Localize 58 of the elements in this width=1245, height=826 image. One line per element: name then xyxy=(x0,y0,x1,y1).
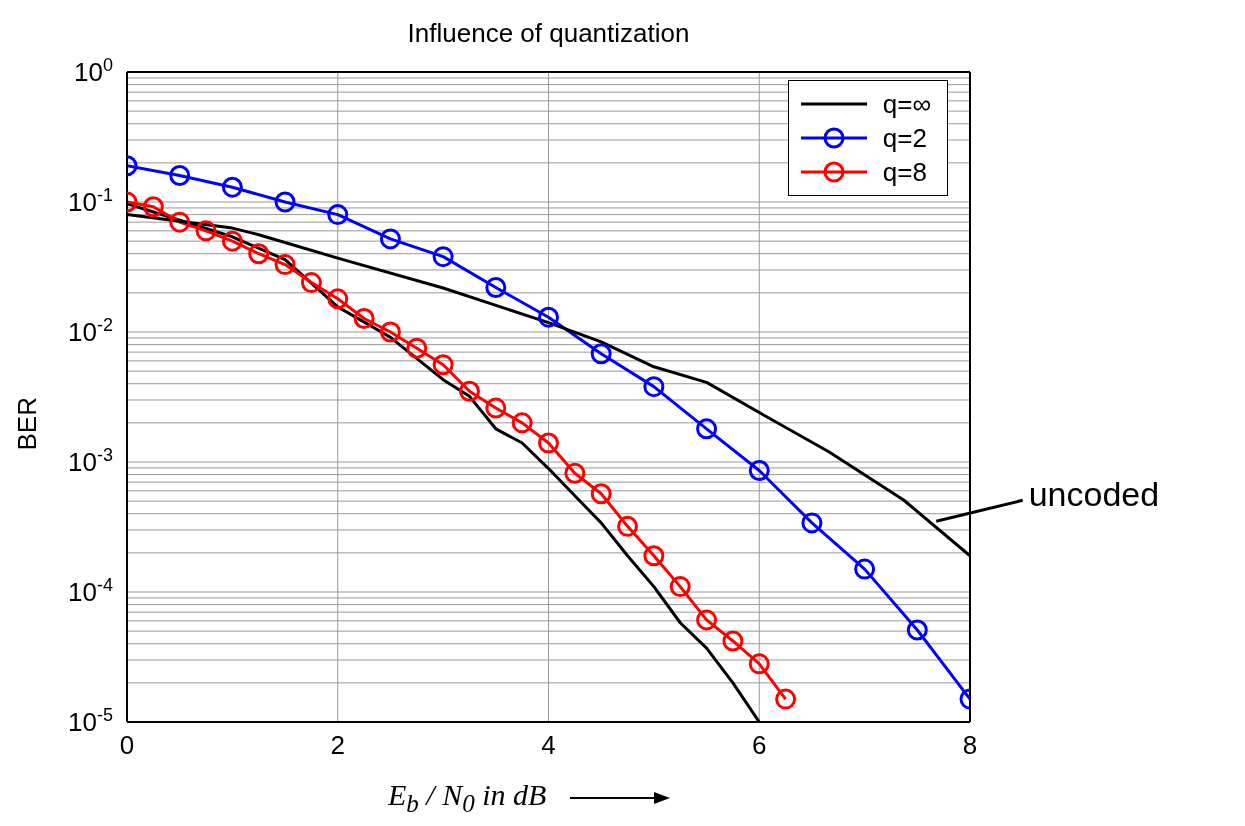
x-tick-label: 4 xyxy=(541,730,556,760)
x-tick-label: 8 xyxy=(962,730,978,760)
legend-label: q=2 xyxy=(882,122,927,154)
y-tick-label: 10$^{-5}$ xyxy=(68,705,113,737)
legend-label: q=8 xyxy=(882,156,927,188)
x-tick-label: 6 xyxy=(752,730,767,760)
point xyxy=(748,460,770,482)
point xyxy=(854,558,876,580)
point xyxy=(432,246,454,268)
y-axis-title: BER xyxy=(12,397,43,451)
point xyxy=(775,688,797,710)
point xyxy=(906,619,928,641)
point xyxy=(406,337,428,359)
point xyxy=(617,515,639,537)
x-tick-label: 0 xyxy=(119,730,135,760)
point xyxy=(538,432,559,454)
point xyxy=(458,380,480,402)
point xyxy=(485,397,507,419)
chart-title: Influence of quantization xyxy=(407,18,690,48)
point xyxy=(248,243,270,265)
point xyxy=(485,276,507,298)
annotation: uncoded xyxy=(1028,475,1160,514)
y-tick-label: 10$^{-2}$ xyxy=(68,315,113,347)
point xyxy=(696,609,718,631)
point xyxy=(564,462,586,484)
point xyxy=(379,228,401,250)
point xyxy=(722,630,744,652)
point xyxy=(195,220,217,242)
point xyxy=(379,321,401,343)
point xyxy=(300,272,322,294)
point xyxy=(169,164,191,186)
point xyxy=(142,196,164,218)
point xyxy=(327,204,349,226)
point xyxy=(353,308,375,330)
y-tick-label: 10$^{-1}$ xyxy=(68,185,113,217)
point xyxy=(511,412,533,434)
point xyxy=(590,483,612,505)
point xyxy=(169,211,191,233)
point xyxy=(327,288,349,310)
point xyxy=(696,418,718,440)
x-axis-title: E$_{b}$ / N$_{0}$ in dB xyxy=(388,778,547,818)
point xyxy=(538,306,559,328)
point xyxy=(221,176,243,198)
point xyxy=(221,230,243,252)
point xyxy=(274,254,296,276)
x-tick-label: 2 xyxy=(330,730,345,760)
point xyxy=(643,376,665,398)
legend-label: q=∞ xyxy=(882,88,931,120)
y-tick-label: 10$^{0}$ xyxy=(74,55,113,87)
point xyxy=(274,191,296,213)
point xyxy=(669,576,691,598)
point xyxy=(590,343,612,365)
point xyxy=(643,545,665,567)
point xyxy=(748,653,770,675)
point xyxy=(801,512,823,534)
point xyxy=(432,354,454,376)
y-tick-label: 10$^{-4}$ xyxy=(68,575,113,607)
y-tick-label: 10$^{-3}$ xyxy=(68,445,113,477)
